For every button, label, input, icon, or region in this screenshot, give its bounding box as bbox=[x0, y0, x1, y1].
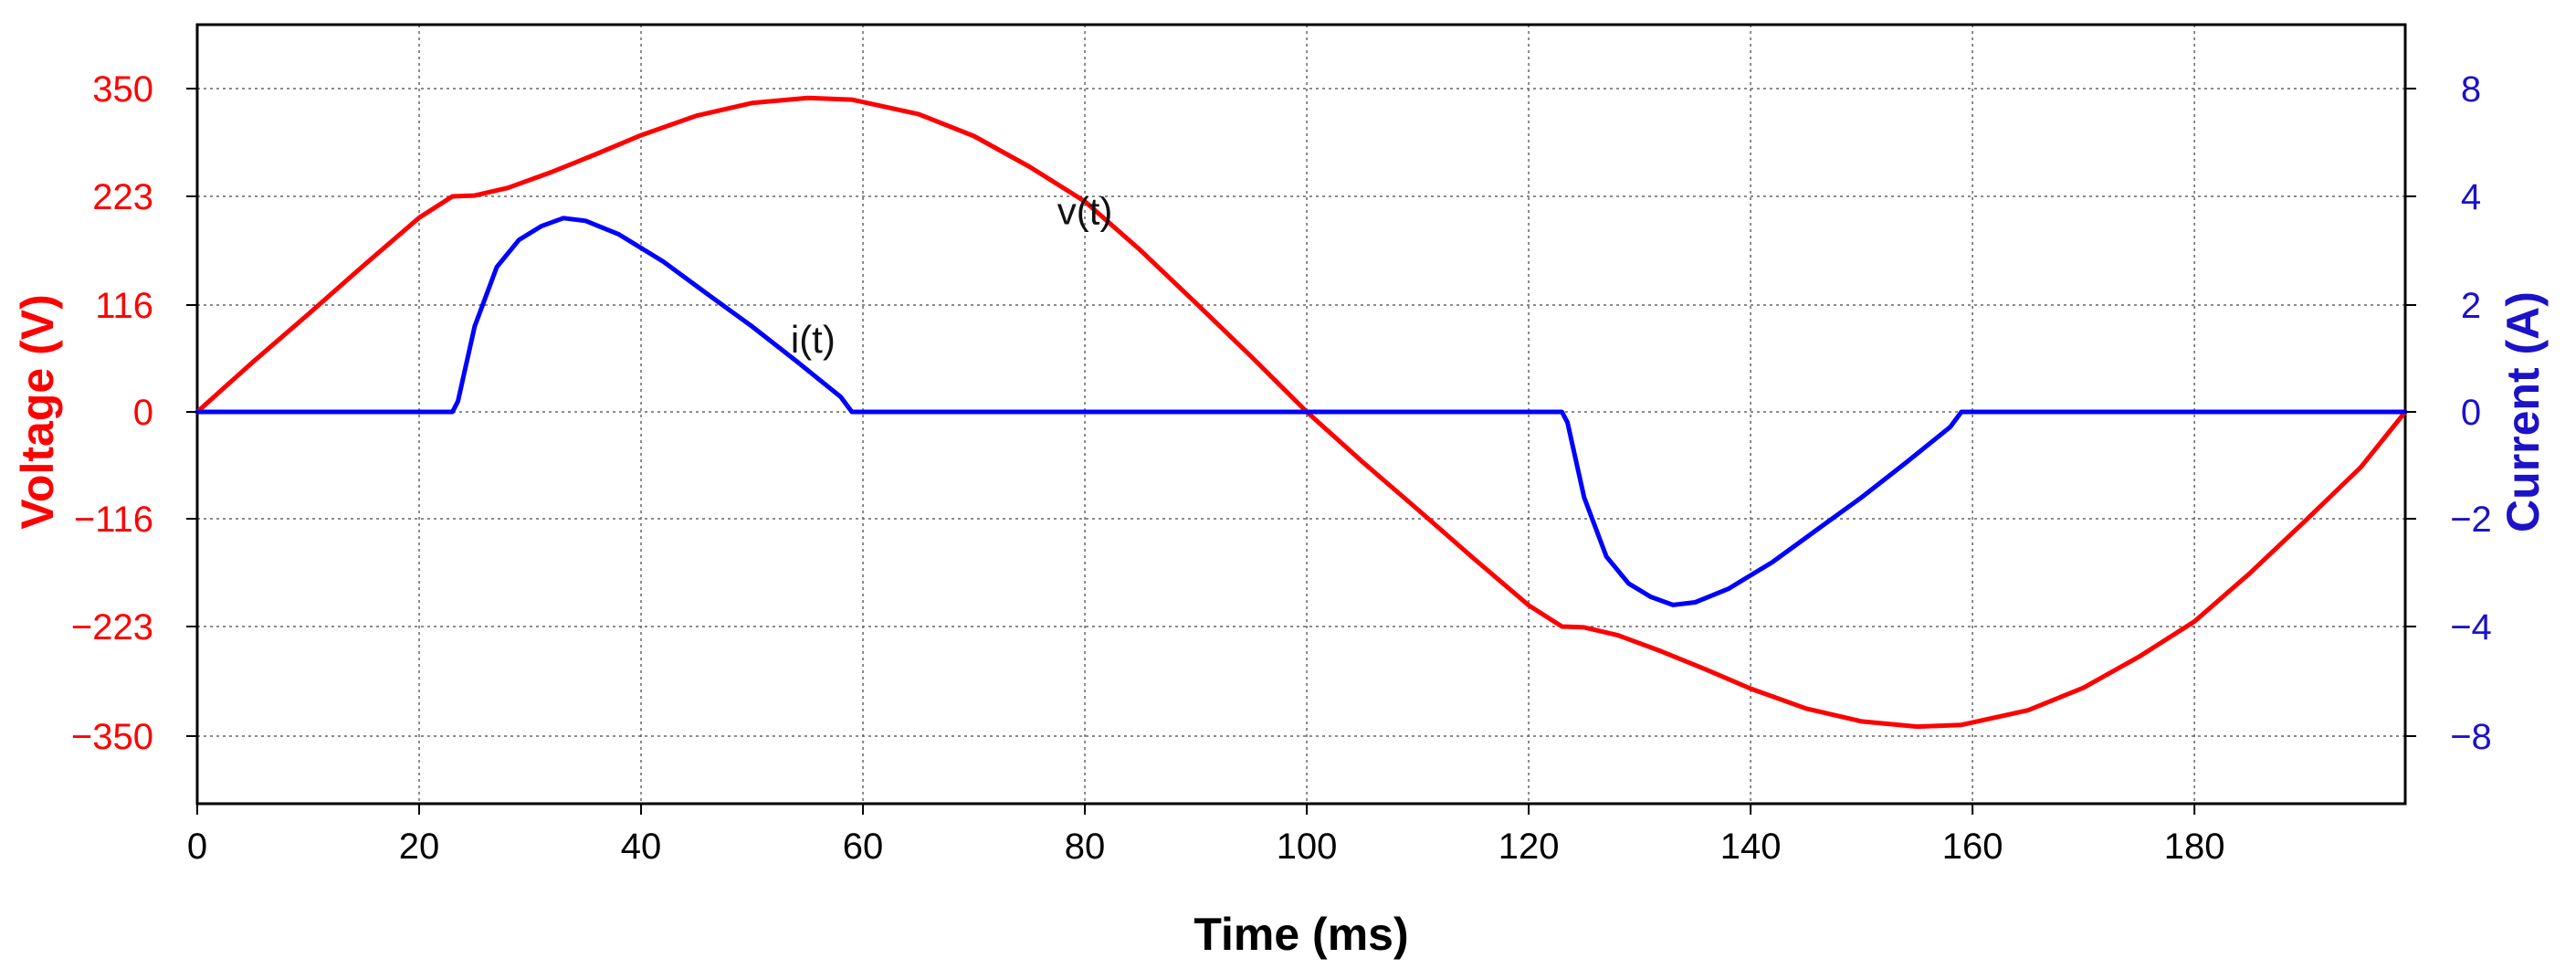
x-tick-label: 60 bbox=[843, 827, 884, 867]
y-left-tick-label: −116 bbox=[74, 500, 153, 540]
y-left-tick-label: 116 bbox=[95, 286, 153, 326]
x-tick-label: 160 bbox=[1942, 827, 2003, 867]
x-tick-label: 40 bbox=[621, 827, 662, 867]
x-tick-label: 80 bbox=[1065, 827, 1106, 867]
y-right-tick-label: −4 bbox=[2450, 607, 2492, 648]
y-axis-left-title: Voltage (V) bbox=[12, 294, 63, 529]
series-annotation: i(t) bbox=[791, 318, 836, 361]
series-layer bbox=[195, 95, 2408, 730]
y-left-tick-label: 350 bbox=[92, 69, 153, 110]
y-left-tick-label: 0 bbox=[133, 393, 153, 433]
x-tick-label: 100 bbox=[1277, 827, 1338, 867]
x-axis-title: Time (ms) bbox=[1193, 909, 1408, 960]
x-tick-label: 180 bbox=[2164, 827, 2225, 867]
y-right-tick-label: −8 bbox=[2450, 717, 2492, 757]
x-tick-label: 120 bbox=[1498, 827, 1560, 867]
y-left-tick-label: −350 bbox=[71, 717, 153, 757]
x-tick-label: 0 bbox=[187, 827, 207, 867]
series-line-it bbox=[195, 216, 2408, 607]
y-axis-right-title: Current (A) bbox=[2497, 291, 2549, 532]
x-tick-label: 20 bbox=[399, 827, 440, 867]
x-axis: 0 20 40 60 80 100 120 140 160 180 bbox=[187, 804, 2225, 867]
y-left-tick-label: −223 bbox=[71, 607, 153, 648]
y-right-tick-label: 2 bbox=[2461, 286, 2481, 326]
annotations: v(t) i(t) bbox=[791, 190, 1113, 361]
y-right-tick-label: 0 bbox=[2461, 393, 2481, 433]
x-tick-label: 140 bbox=[1720, 827, 1782, 867]
y-right-tick-label: 4 bbox=[2461, 177, 2481, 217]
y-right-tick-label: −2 bbox=[2450, 500, 2492, 540]
series-annotation: v(t) bbox=[1057, 190, 1113, 233]
grid-lines bbox=[197, 25, 2405, 804]
y-left-tick-label: 223 bbox=[92, 177, 153, 217]
y-axis-left: 350 223 116 0 −116 −223 −350 bbox=[71, 69, 197, 757]
y-right-tick-label: 8 bbox=[2461, 69, 2481, 110]
y-axis-right: 8 4 2 0 −2 −4 −8 bbox=[2405, 69, 2492, 757]
